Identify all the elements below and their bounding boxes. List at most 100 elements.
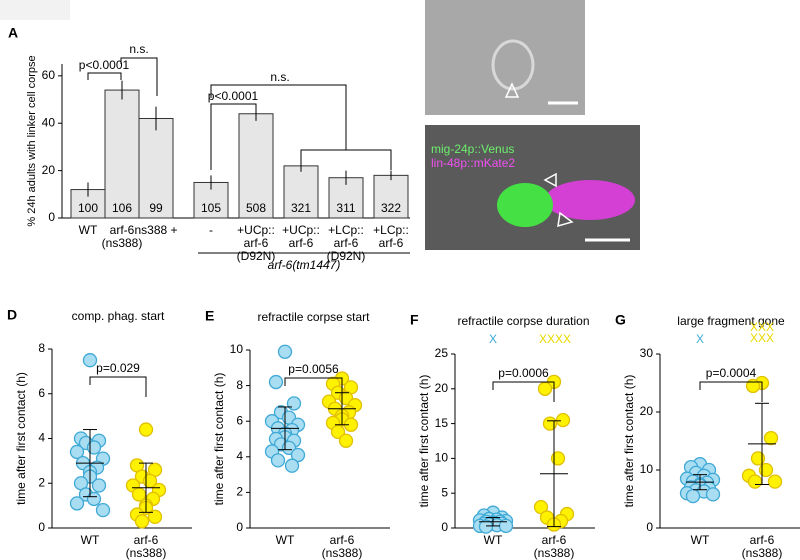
y-tick-label: 20 (42, 163, 56, 177)
panel-letter: F (410, 312, 419, 328)
data-point (284, 458, 300, 473)
y-tick-label: 8 (38, 341, 45, 355)
y-tick-label: 0 (646, 520, 653, 534)
censored-note: X (695, 332, 704, 346)
x-tick-label: arf-6 (ns388) (101, 223, 143, 250)
data-point (91, 478, 107, 493)
data-point (747, 474, 763, 489)
y-tick-label: 60 (42, 68, 56, 82)
y-tick-label: 0 (38, 520, 45, 534)
y-tick-label: 30 (640, 346, 654, 360)
censored-note: XXXX (539, 332, 572, 346)
data-point (478, 519, 494, 534)
data-point (286, 396, 302, 411)
y-tick-label: 6 (236, 413, 243, 427)
x-tick-label: WT (78, 223, 98, 237)
micrograph-label: mig-24p::Venus (431, 142, 514, 156)
y-tick-label: 2 (236, 485, 243, 499)
panel-letter: G (615, 312, 626, 328)
data-point (270, 453, 286, 468)
arrowhead (557, 211, 574, 228)
bracket (210, 84, 392, 170)
x-tick-label: arf-6 (ns388) (125, 533, 167, 560)
data-point (138, 422, 154, 437)
bracket (120, 57, 158, 96)
bar (104, 89, 140, 219)
y-tick-label: 5 (441, 485, 448, 499)
y-tick-label: 10 (230, 342, 244, 356)
n-label: 100 (78, 201, 98, 215)
x-tick-label: arf-6 (ns388) (741, 533, 783, 560)
data-point (69, 496, 85, 511)
y-axis-label: time after first contact (h) (212, 373, 226, 506)
panel-letter: D (7, 307, 17, 323)
data-point (705, 487, 721, 502)
bar (138, 117, 174, 219)
data-point (763, 430, 779, 446)
data-point (745, 378, 761, 394)
y-axis-label: time after first contact (h) (14, 372, 28, 505)
data-point (147, 509, 163, 524)
bracket (87, 72, 122, 80)
x-tick-label: +UCp:: arf-6 (D92N) (236, 223, 276, 263)
y-axis-label: time after first contact (h) (622, 375, 636, 508)
bracket (699, 381, 763, 402)
data-point (767, 474, 783, 489)
cell-outline (491, 39, 535, 91)
n-label: 106 (112, 201, 132, 215)
x-tick-label: WT (275, 533, 295, 547)
y-tick-label: 4 (38, 431, 45, 445)
micrograph-label: lin-48p::mKate2 (431, 156, 515, 170)
n-label: 311 (336, 201, 355, 215)
y-tick-label: 8 (236, 378, 243, 392)
data-point (86, 440, 102, 455)
bracket (492, 381, 555, 402)
y-tick-label: 4 (236, 449, 243, 463)
data-point (86, 491, 102, 507)
y-tick-label: 6 (38, 386, 45, 400)
p-value: p=0.029 (96, 361, 140, 375)
n-label: 321 (291, 201, 311, 215)
y-tick-label: 20 (640, 404, 654, 418)
bar (283, 165, 319, 219)
x-tick-label: +UCp:: arf-6 (282, 223, 320, 250)
data-point (550, 451, 566, 466)
y-tick-label: 25 (435, 346, 449, 360)
data-point (134, 514, 150, 529)
y-tick-label: 15 (435, 416, 449, 430)
panel-title: large fragment gone (677, 314, 785, 328)
data-point (268, 374, 284, 390)
x-tick-label: WT (690, 533, 710, 547)
n-label: 322 (381, 201, 401, 215)
data-point (750, 451, 766, 466)
data-point (542, 416, 558, 431)
data-point (277, 344, 293, 359)
data-point (555, 412, 571, 428)
x-tick-label: ns388 + (134, 223, 178, 237)
x-tick-label: arf-6 (ns388) (321, 533, 363, 560)
annotation: p<0.0001 (79, 58, 130, 72)
x-tick-label: +LCp:: arf-6 (D92N) (326, 223, 366, 263)
crop-artifact (0, 0, 70, 20)
censored-note: X (488, 332, 497, 346)
y-tick-label: 10 (640, 462, 654, 476)
n-label: 105 (201, 201, 221, 215)
censored-note: XXX XXX (749, 320, 774, 345)
bar (373, 174, 409, 219)
x-tick-label: WT (80, 533, 100, 547)
data-point (95, 502, 111, 518)
annotation: n.s. (129, 42, 148, 56)
y-tick-label: 0 (48, 210, 55, 224)
data-point (69, 444, 85, 460)
data-point (82, 353, 98, 368)
y-tick-label: 20 (435, 381, 449, 395)
bracket (89, 376, 147, 397)
data-point (330, 424, 346, 440)
p-value: p=0.0056 (288, 362, 339, 376)
y-tick-label: 0 (441, 520, 448, 534)
data-point (290, 447, 306, 463)
x-tick-label: - (209, 223, 213, 237)
arrowhead (504, 82, 520, 98)
